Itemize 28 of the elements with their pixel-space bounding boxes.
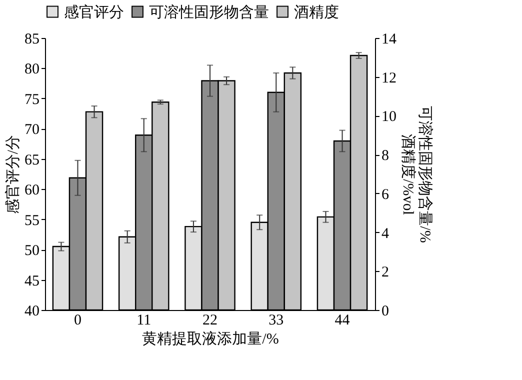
y-tick-label: 65: [24, 152, 40, 168]
legend-label: 感官评分: [64, 4, 124, 21]
y-tick-label: 60: [24, 182, 40, 199]
x-tick-label: 22: [202, 312, 218, 328]
y-tick-label: 85: [24, 32, 40, 48]
y2-tick-label: 2: [382, 264, 389, 281]
y-tick-label: 40: [24, 304, 40, 320]
y2-tick-label: 8: [382, 148, 389, 164]
x-tick-label: 33: [268, 312, 284, 328]
y2-tick-label: 4: [382, 226, 390, 242]
y2-tick-label: 12: [382, 70, 396, 86]
y-tick-label: 70: [24, 122, 40, 138]
legend-label: 可溶性固形物含量: [149, 4, 269, 21]
y-tick-label: 45: [24, 273, 40, 290]
legend-label: 酒精度: [294, 4, 339, 21]
y2-axis-title: 可溶性固形物含量/% 酒精度/%vol: [400, 106, 434, 243]
y2-tick-label: 10: [382, 109, 396, 126]
x-tick-label: 0: [74, 312, 82, 328]
x-tick-label: 11: [136, 312, 152, 328]
y2-tick-label: 6: [382, 186, 390, 203]
y-tick-label: 80: [24, 62, 40, 78]
y-tick-label: 55: [24, 212, 40, 229]
y-tick-label: 75: [24, 92, 40, 108]
y2-tick-label: 14: [382, 32, 397, 48]
x-tick-label: 44: [334, 312, 350, 328]
x-axis-title: 黄精提取液添加量/%: [142, 330, 279, 348]
y-tick-label: 50: [24, 243, 40, 260]
y-axis-title: 感官评分/分: [4, 134, 22, 214]
